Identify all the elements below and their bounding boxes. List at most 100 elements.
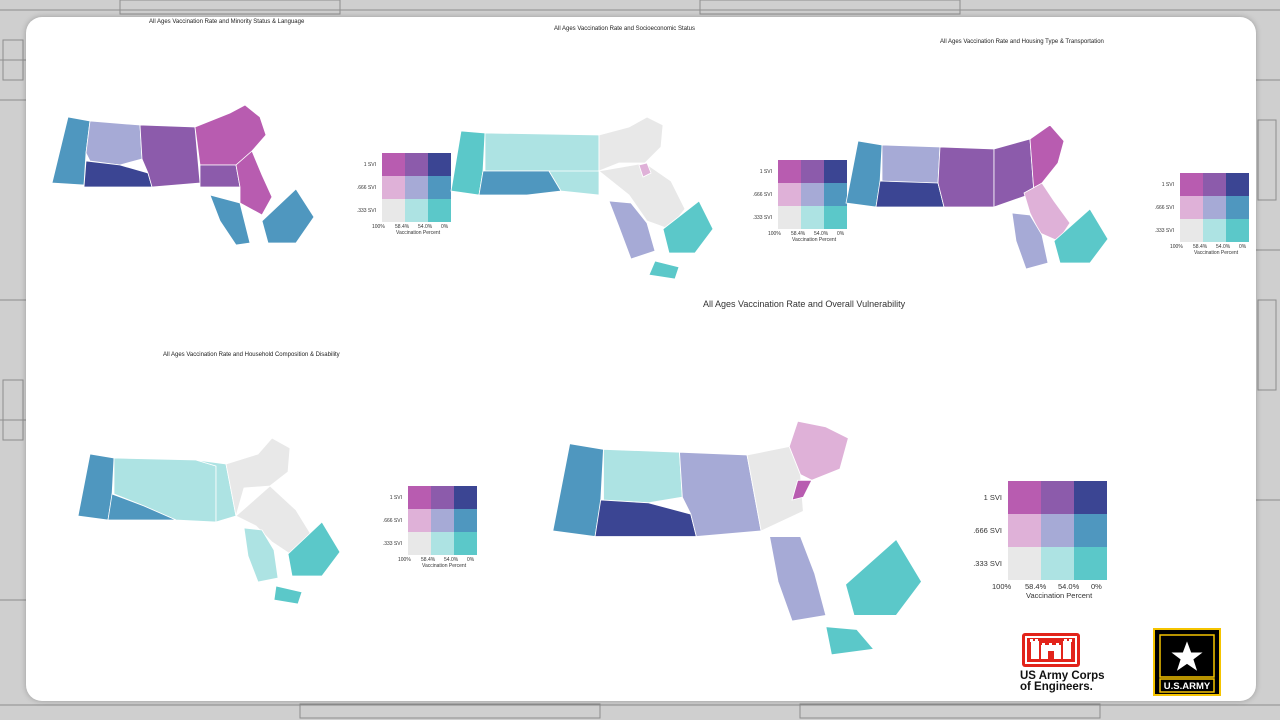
legend-x-label: 58.4% (791, 231, 806, 237)
map3-region-2 (881, 144, 941, 188)
legend-x-label: 58.4% (395, 224, 410, 230)
legend-cell-3-1 (778, 206, 801, 229)
legend-cell-2-2 (801, 183, 824, 206)
legend-cell-3-3 (824, 206, 847, 229)
legend-y-label: .333 SVI (382, 540, 402, 547)
map-title-overall: All Ages Vaccination Rate and Overall Vu… (703, 299, 906, 309)
map4-region-5 (225, 437, 291, 517)
legend-cell-3-1 (1008, 547, 1041, 580)
map-title-socioeconomic: All Ages Vaccination Rate and Socioecono… (554, 26, 695, 32)
map1-region-7 (235, 150, 273, 216)
legend-x-label: 100% (1170, 244, 1183, 250)
map3-region-3 (875, 180, 945, 208)
map1-region-6 (199, 164, 241, 188)
legend-x-label: 0% (1091, 582, 1102, 591)
legend-y-label: 1 SVI (363, 161, 376, 168)
legend-x-label: 0% (837, 231, 845, 237)
legend-x-title: Vaccination Percent (396, 230, 441, 236)
legend-x-title: Vaccination Percent (1026, 591, 1093, 600)
legend-cell-3-2 (1203, 219, 1226, 242)
legend-cell-1-3 (1074, 481, 1107, 514)
legend-cell-1-1 (1008, 481, 1041, 514)
usace-logo: US Army Corps of Engineers. (1020, 632, 1130, 694)
legend-cell-1-1 (408, 486, 431, 509)
usace-name-line1: US Army Corps (1020, 670, 1105, 682)
map3-region-1 (845, 140, 883, 208)
map3-region-4 (937, 146, 995, 208)
map5-region-1 (552, 443, 604, 538)
legend-y-label: .666 SVI (973, 525, 1002, 535)
map4-region-3 (107, 493, 177, 521)
map-overall-vulnerability (552, 420, 923, 656)
legend-household: 1 SVI .666 SVI .333 SVI 100% 58.4% 54.0% 0% Vac… (362, 481, 477, 581)
legend-cell-2-3 (1074, 514, 1107, 547)
legend-cell-1-3 (824, 160, 847, 183)
legend-cell-3-1 (382, 199, 405, 222)
legend-x-label: 54.0% (418, 224, 433, 230)
map5-region-10 (825, 626, 875, 656)
legend-housing: 1 SVI .666 SVI .333 SVI 100% 58.4% 54.0% 0% Vac… (1134, 168, 1249, 268)
legend-cell-2-2 (405, 176, 428, 199)
legend-y-label: .666 SVI (752, 191, 772, 198)
legend-cell-3-2 (431, 532, 454, 555)
slide-panel: All Ages Vaccination Rate and Minority S… (26, 17, 1256, 701)
map-household-disability (77, 437, 341, 605)
us-army-logo: U.S.ARMY (1153, 628, 1221, 696)
legend-cell-2-1 (1180, 196, 1203, 219)
legend-y-label: .333 SVI (752, 214, 772, 221)
map-title-household: All Ages Vaccination Rate and Household … (163, 352, 340, 358)
legend-cell-3-3 (1074, 547, 1107, 580)
legend-cell-2-1 (408, 509, 431, 532)
army-text: U.S.ARMY (1164, 681, 1211, 692)
legend-y-label: .333 SVI (973, 558, 1002, 568)
legend-cell-3-3 (454, 532, 477, 555)
map-housing-transportation (845, 124, 1109, 270)
map1-region-4 (139, 124, 201, 188)
legend-cell-3-1 (1180, 219, 1203, 242)
legend-x-label: 54.0% (1058, 582, 1080, 591)
legend-cell-3-1 (408, 532, 431, 555)
legend-y-label: .333 SVI (1154, 227, 1174, 234)
map4-region-4 (195, 459, 237, 523)
legend-x-label: 54.0% (1216, 244, 1231, 250)
legend-cell-1-3 (454, 486, 477, 509)
map4-region-1 (77, 453, 115, 521)
legend-x-label: 0% (441, 224, 449, 230)
map1-region-3 (83, 160, 153, 188)
map5-region-7 (791, 479, 813, 501)
legend-cell-2-2 (1203, 196, 1226, 219)
map5-region-3 (594, 499, 697, 538)
legend-x-label: 100% (398, 557, 411, 563)
map2-region-8 (608, 200, 656, 260)
usace-name-line2: of Engineers. (1020, 681, 1093, 693)
legend-cell-3-2 (405, 199, 428, 222)
map2-region-10 (648, 260, 680, 280)
legend-cell-1-1 (382, 153, 405, 176)
legend-y-label: 1 SVI (1161, 181, 1174, 188)
legend-cell-3-2 (801, 206, 824, 229)
map5-region-8 (769, 536, 827, 622)
castle-icon (1022, 633, 1080, 667)
map-title-housing: All Ages Vaccination Rate and Housing Ty… (940, 39, 1104, 45)
map-socioeconomic (450, 116, 714, 280)
map1-region-5 (194, 104, 267, 166)
legend-cell-2-3 (824, 183, 847, 206)
legend-cell-1-1 (1180, 173, 1203, 196)
legend-x-label: 0% (1239, 244, 1247, 250)
legend-cell-2-1 (1008, 514, 1041, 547)
legend-cell-2-3 (454, 509, 477, 532)
map1-region-2 (85, 120, 143, 166)
map2-region-4 (548, 170, 600, 196)
legend-cell-2-1 (382, 176, 405, 199)
legend-cell-1-2 (1041, 481, 1074, 514)
legend-cell-2-2 (431, 509, 454, 532)
legend-x-label: 100% (768, 231, 781, 237)
legend-minority: 1 SVI .666 SVI .333 SVI 100% 58.4% 54.0% 0% Vac… (336, 148, 451, 248)
legend-y-label: 1 SVI (389, 494, 402, 501)
map-title-minority: All Ages Vaccination Rate and Minority S… (149, 19, 305, 25)
map1-region-9 (261, 188, 315, 244)
legend-cell-2-1 (778, 183, 801, 206)
map1-region-1 (51, 116, 91, 186)
map-minority-status (51, 104, 315, 246)
map2-region-5 (598, 116, 664, 172)
